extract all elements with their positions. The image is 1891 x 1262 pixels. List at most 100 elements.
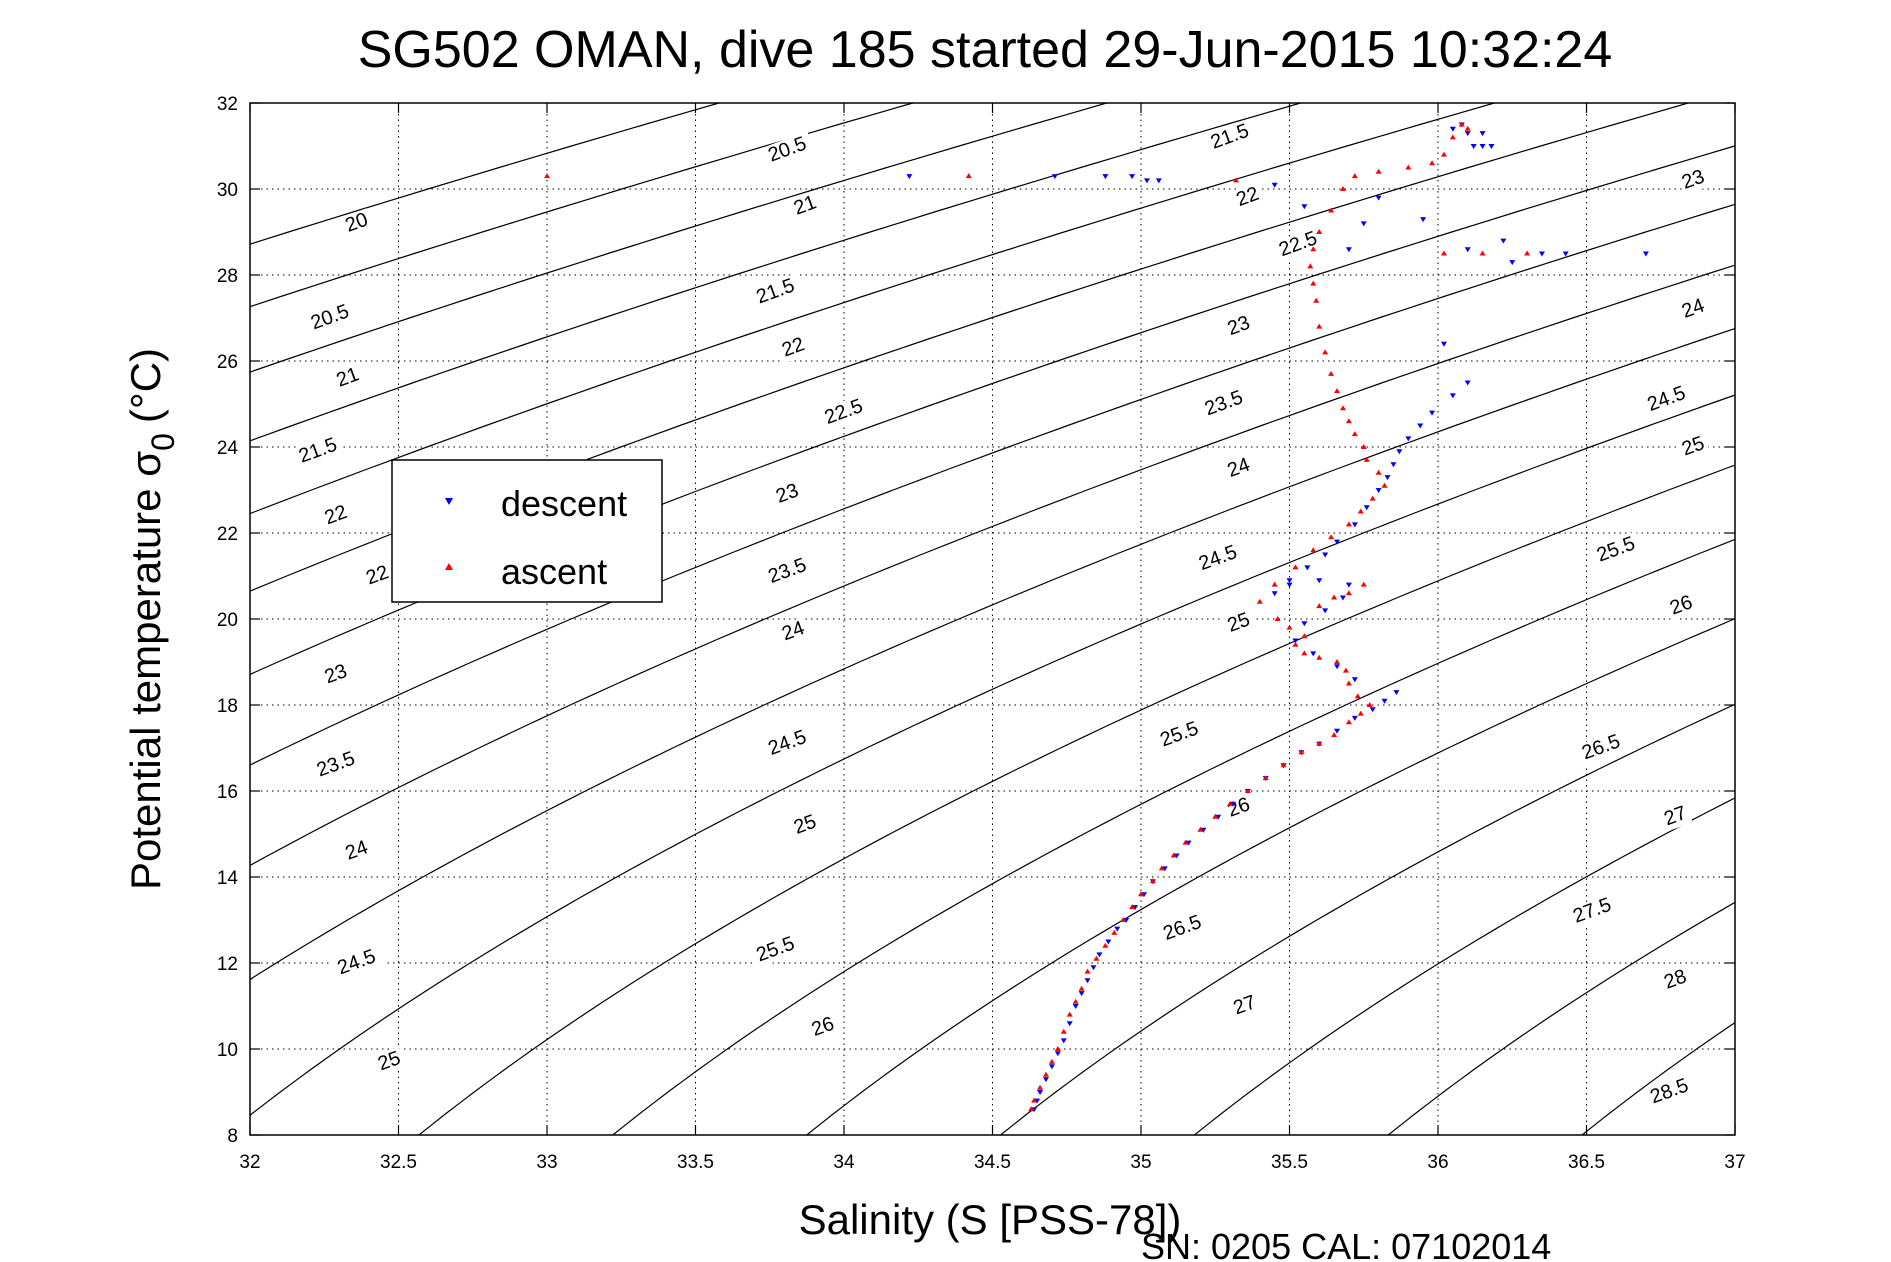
ascent-point [1375,469,1382,475]
contour-label-bg [770,479,805,510]
isopycnal-line [250,145,1735,676]
descent-point [1114,926,1121,932]
descent-point [1369,707,1376,713]
ascent-point [1429,160,1436,166]
descent-point [1464,247,1471,253]
chart-title: SG502 OMAN, dive 185 started 29-Jun-2015… [358,21,1613,79]
ascent-point [1357,508,1364,514]
descent-point [1420,217,1427,223]
x-tick-label: 35.5 [1271,1152,1308,1173]
ascent-point [1440,151,1447,157]
x-tick-label: 32 [239,1152,260,1173]
descent-point [1060,1038,1067,1044]
descent-point [1449,393,1456,399]
descent-point [1322,608,1329,614]
ascent-point [1458,121,1465,127]
ascent-point [1381,482,1388,488]
descent-point [1271,182,1278,188]
descent-point [1230,801,1237,807]
descent-point [1072,1004,1079,1009]
descent-point [1360,221,1367,227]
descent-point [1479,131,1486,137]
ascent-point [1310,547,1317,553]
descent-point [1351,522,1358,528]
ascent-point [1307,263,1314,269]
ascent-point [1316,323,1323,329]
ascent-point [1405,164,1412,170]
serial-cal-footer: SN: 0205 CAL: 07102014 [1141,1226,1551,1262]
descent-point [1479,144,1486,149]
descent-point [1322,552,1329,558]
ascent-point [1339,405,1346,411]
x-tick-label: 35 [1130,1152,1151,1173]
descent-point [1381,698,1388,704]
ascent-point [1028,1106,1035,1112]
ascent-point [1345,590,1352,596]
ascent-point [1354,693,1361,699]
ascent-point [1292,564,1299,570]
axis-ticks: 32 32.5 33 33.5 34 34.5 35 35.5 36 36.5 37 8 10 12 14 1… [217,94,1746,1173]
contour-label-bg [1676,431,1711,463]
descent-point [1301,621,1308,627]
y-axis-label-unit: (°C) [122,348,169,423]
contour-label-bg [1676,294,1711,325]
descent-point [1488,144,1495,149]
contour-label-bg [1222,608,1256,639]
legend-descent-label: descent [501,483,627,524]
isopycnal-line [250,103,915,308]
ascent-point [1440,250,1447,256]
y-tick-label: 26 [217,352,238,373]
contour-label-bg [1196,385,1252,423]
x-tick-label: 36.5 [1568,1152,1605,1173]
y-tick-label: 16 [217,782,238,803]
ascent-point [1310,280,1317,286]
ascent-point [1345,680,1352,686]
descent-point [1304,565,1311,571]
legend-box [391,459,663,603]
isopycnal-line [1581,1021,1735,1135]
x-tick-label: 34.5 [974,1152,1011,1173]
ascent-point [1072,998,1079,1004]
ascent-point [1271,581,1278,587]
descent-point [1316,578,1323,584]
descent-point [1440,341,1447,347]
descent-point [1509,260,1516,266]
descent-point [1129,174,1136,180]
contour-label-bg [760,552,815,591]
contour-label-bg [1231,182,1265,213]
descent-point [1562,251,1569,257]
contour-label-bg [360,560,395,592]
descent-point [1102,174,1109,180]
x-tick-label: 32.5 [380,1152,417,1173]
contour-label-bg [1271,226,1326,264]
ascent-point [1339,186,1346,191]
descent-point [1123,918,1130,923]
descent-point [1054,1051,1061,1057]
y-tick-label: 10 [217,1040,238,1061]
contour-label-bg [776,616,811,648]
descent-point [1538,251,1545,257]
ascent-point [1316,603,1323,609]
contour-label-bg [1202,118,1258,157]
ascent-point [1328,534,1335,540]
ascent-point [1360,581,1367,587]
ascent-point [1316,654,1323,660]
ascent-point [1060,1028,1067,1034]
isopycnal-line [250,103,1109,373]
ascent-point [1158,865,1165,871]
contour-label-bg [748,931,803,969]
ascent-point [1129,904,1136,910]
ascent-point [1042,1071,1049,1077]
descent-point [1345,582,1352,588]
y-tick-label: 24 [217,438,239,459]
ascent-point [1310,246,1317,252]
ascent-point [1227,800,1234,806]
descent-point [1375,488,1382,493]
descent-point [1090,965,1097,971]
descent-point [1042,1077,1049,1083]
descent-point [1396,449,1403,455]
ascent-point [1066,1011,1073,1017]
ascent-point [1298,749,1305,755]
descent-point [1351,715,1358,721]
ascent-point [1328,370,1335,376]
